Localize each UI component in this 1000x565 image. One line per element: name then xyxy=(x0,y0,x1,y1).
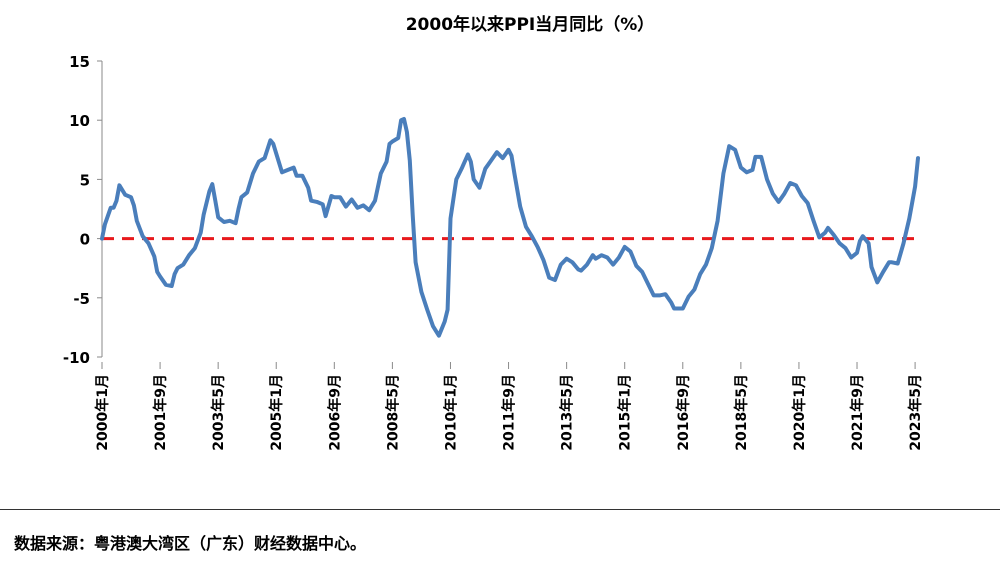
y-axis: 15 10 5 0 -5 -10 xyxy=(63,53,103,367)
ppi-line-chart: 2000年以来PPI当月同比（%） 15 10 5 0 -5 -10 2000年1月 200… xyxy=(63,14,924,451)
footer-divider xyxy=(0,509,1000,510)
x-tick-label: 2020年1月 xyxy=(791,374,808,451)
source-note: 数据来源：粤港澳大湾区（广东）财经数据中心。 xyxy=(14,534,367,553)
y-tick-label: 0 xyxy=(80,231,90,249)
x-tick-label: 2005年1月 xyxy=(268,374,285,451)
x-tick-label: 2011年9月 xyxy=(501,374,518,451)
x-tick-label: 2018年5月 xyxy=(733,374,750,451)
x-tick-label: 2000年1月 xyxy=(94,374,111,451)
x-tick-label: 2021年9月 xyxy=(849,374,866,451)
x-tick-label: 2016年9月 xyxy=(675,374,692,451)
y-tick-label: 15 xyxy=(69,53,90,71)
x-tick-label: 2008年5月 xyxy=(384,374,401,451)
x-tick-label: 2010年1月 xyxy=(442,374,459,451)
chart-title: 2000年以来PPI当月同比（%） xyxy=(406,14,655,35)
x-tick-label: 2006年9月 xyxy=(326,374,343,451)
y-tick-label: -5 xyxy=(73,290,90,308)
y-tick-label: 10 xyxy=(69,112,90,130)
x-tick-label: 2023年5月 xyxy=(907,374,924,451)
x-tick-label: 2001年9月 xyxy=(152,374,169,451)
y-tick-label: 5 xyxy=(80,171,90,189)
x-tick-label: 2003年5月 xyxy=(210,374,227,451)
x-tick-label: 2015年1月 xyxy=(617,374,634,451)
y-tick-label: -10 xyxy=(63,349,90,367)
x-axis: 2000年1月 2001年9月 2003年5月 2005年1月 2006年9月 2008年… xyxy=(94,362,924,451)
series-group xyxy=(100,117,920,338)
x-tick-label: 2013年5月 xyxy=(559,374,576,451)
ppi-yoy-series-line xyxy=(100,117,920,338)
